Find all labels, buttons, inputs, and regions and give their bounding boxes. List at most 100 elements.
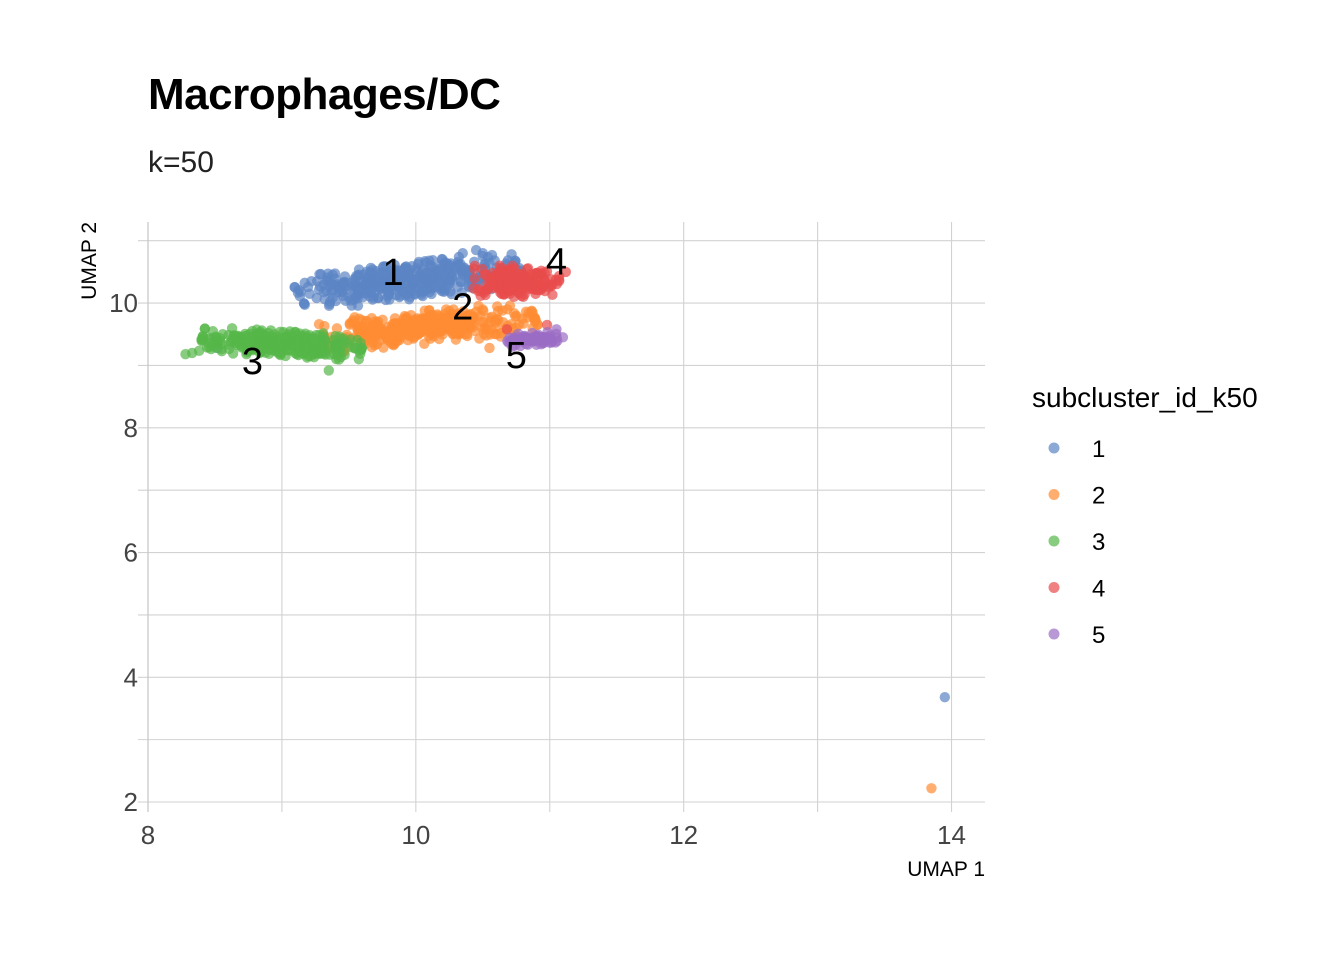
data-point xyxy=(338,333,349,344)
data-point xyxy=(324,296,336,307)
data-point xyxy=(293,335,305,346)
data-point xyxy=(486,324,497,336)
data-point xyxy=(468,263,480,274)
data-point xyxy=(371,338,383,350)
legend-label-1: 1 xyxy=(1092,436,1105,463)
data-point xyxy=(551,324,562,335)
data-point xyxy=(365,324,376,335)
data-point xyxy=(327,285,338,296)
data-point xyxy=(293,284,304,296)
cluster-label-1: 1 xyxy=(383,252,404,294)
data-point xyxy=(380,278,391,290)
data-point xyxy=(507,260,518,271)
data-point xyxy=(346,300,357,311)
x-tick-label: 8 xyxy=(141,820,155,850)
points-layer xyxy=(180,244,951,794)
data-point xyxy=(448,328,459,340)
data-point xyxy=(353,354,365,365)
data-point xyxy=(386,262,397,274)
data-point xyxy=(541,319,553,331)
data-point xyxy=(431,316,443,327)
data-point xyxy=(524,333,536,345)
legend-label-2: 2 xyxy=(1092,483,1105,510)
y-tick-label: 8 xyxy=(124,413,138,443)
data-point xyxy=(361,315,372,327)
legend-key-2 xyxy=(1048,489,1060,500)
data-point xyxy=(513,328,524,340)
data-point xyxy=(422,282,433,293)
data-point xyxy=(322,272,333,283)
data-point xyxy=(186,347,198,359)
data-point xyxy=(560,266,572,278)
data-point xyxy=(280,335,291,346)
data-point xyxy=(477,247,488,259)
data-point xyxy=(502,304,513,315)
legend-label-3: 3 xyxy=(1092,529,1105,556)
legend-key-1 xyxy=(1048,442,1060,454)
legend: subcluster_id_k50 1 2 3 4 5 xyxy=(1032,382,1258,649)
data-point xyxy=(492,301,503,312)
data-point xyxy=(425,259,436,271)
legend-key-3 xyxy=(1048,535,1060,547)
data-point xyxy=(349,312,360,323)
cluster-label-4: 4 xyxy=(546,241,567,283)
y-tick-label: 2 xyxy=(124,787,138,817)
data-point xyxy=(939,692,951,703)
data-point xyxy=(399,319,411,331)
data-point xyxy=(196,334,207,345)
legend-title: subcluster_id_k50 xyxy=(1032,382,1258,413)
data-point xyxy=(525,279,536,291)
data-point xyxy=(330,273,341,285)
data-point xyxy=(455,315,466,327)
data-point xyxy=(457,247,468,259)
y-tick-label: 10 xyxy=(109,288,138,318)
chart-title: Macrophages/DC xyxy=(148,70,501,119)
series-2 xyxy=(313,300,937,794)
data-point xyxy=(473,285,484,297)
data-point xyxy=(332,345,344,356)
data-point xyxy=(463,315,475,326)
data-point xyxy=(405,310,417,321)
data-point xyxy=(331,323,343,334)
data-point xyxy=(255,331,267,342)
data-point xyxy=(304,288,315,300)
data-point xyxy=(368,292,379,303)
data-point xyxy=(507,341,518,352)
data-point xyxy=(419,338,430,349)
data-point xyxy=(306,334,318,345)
legend-label-5: 5 xyxy=(1092,622,1105,649)
y-axis-title: UMAP 2 xyxy=(78,222,101,300)
data-point xyxy=(311,275,323,287)
data-point xyxy=(409,273,420,285)
data-point xyxy=(242,344,253,356)
data-point xyxy=(356,344,367,355)
data-point xyxy=(469,273,480,284)
data-point xyxy=(506,249,517,260)
data-point xyxy=(299,299,311,311)
data-point xyxy=(408,333,419,344)
data-point xyxy=(355,275,367,287)
legend-key-4 xyxy=(1048,582,1060,593)
data-point xyxy=(547,289,558,301)
series-5 xyxy=(502,324,569,352)
data-point xyxy=(517,313,528,325)
data-point xyxy=(528,312,539,324)
data-point xyxy=(353,264,365,275)
series-3 xyxy=(180,323,367,376)
data-point xyxy=(443,305,455,317)
data-point xyxy=(223,343,235,355)
data-point xyxy=(502,269,513,280)
data-point xyxy=(333,354,345,365)
x-tick-label: 14 xyxy=(937,820,966,850)
data-point xyxy=(229,330,240,341)
data-point xyxy=(381,286,393,298)
data-point xyxy=(484,342,495,354)
data-point xyxy=(371,273,383,284)
data-point xyxy=(355,283,367,295)
grid-layer xyxy=(138,222,985,812)
data-point xyxy=(298,347,309,359)
data-point xyxy=(315,345,326,357)
